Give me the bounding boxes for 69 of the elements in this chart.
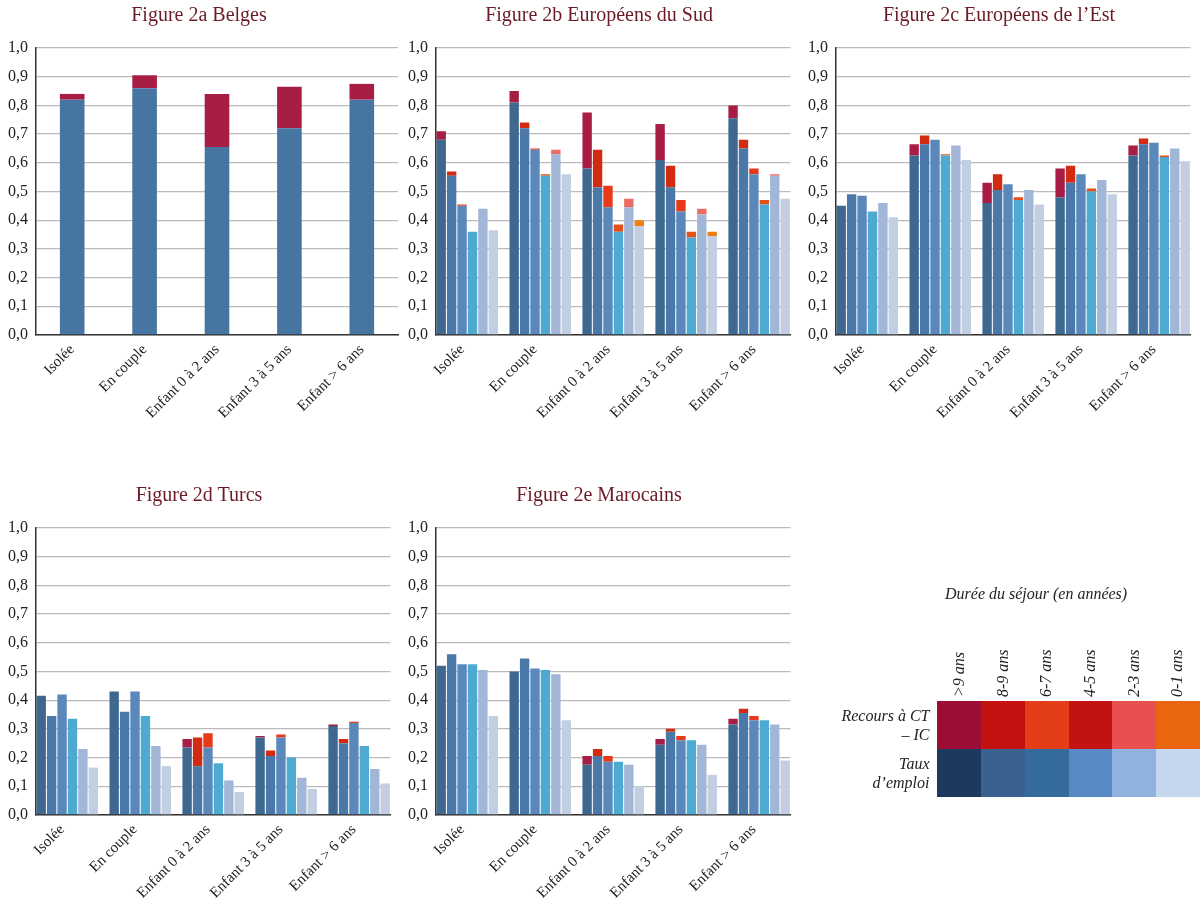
y-tick-label: 1,0 <box>8 518 28 536</box>
y-tick-label: 1,0 <box>8 38 28 56</box>
y-tick-label: 0,7 <box>8 124 28 142</box>
y-tick-label: 0,5 <box>408 181 428 199</box>
y-tick-label: 0,4 <box>8 210 28 228</box>
y-tick-label: 0,0 <box>408 325 428 343</box>
y-tick-label: 0,3 <box>808 239 828 257</box>
y-tick-label: 0,9 <box>8 66 28 84</box>
y-tick-label: 0,3 <box>8 239 28 257</box>
y-tick-label: 0,2 <box>8 267 28 285</box>
y-tick-label: 0,9 <box>408 546 428 564</box>
y-tick-label: 0,2 <box>408 267 428 285</box>
y-tick-label: 0,6 <box>408 152 428 170</box>
legend-title: Durée du séjour (en années) <box>944 585 1129 603</box>
y-tick-label: 0,5 <box>808 181 828 199</box>
y-tick-label: 0,4 <box>808 210 828 228</box>
category-label: 6-7 ans <box>1037 649 1056 697</box>
y-tick-label: 0,6 <box>408 632 428 650</box>
chart-title: Figure 2d Turcs <box>135 483 263 507</box>
y-tick-label: 0,5 <box>408 661 428 679</box>
y-tick-label: 0,0 <box>408 805 428 823</box>
y-tick-label: 0,6 <box>808 152 828 170</box>
y-tick-label: 0,5 <box>8 181 28 199</box>
y-tick-label: 0,1 <box>8 296 28 314</box>
y-tick-label: 0,7 <box>408 604 428 622</box>
chart-title: Figure 2b Européens du Sud <box>485 3 713 27</box>
chart-title: Figure 2e Marocains <box>516 483 682 507</box>
y-tick-label: 1,0 <box>408 518 428 536</box>
y-tick-label: 0,7 <box>808 124 828 142</box>
y-tick-label: 0,8 <box>408 575 428 593</box>
y-tick-label: 0,1 <box>408 776 428 794</box>
text: Recours à CT – IC <box>840 706 932 744</box>
y-tick-label: 0,8 <box>408 95 428 113</box>
category-label: 4-5 ans <box>1081 649 1099 697</box>
y-tick-label: 0,6 <box>8 152 28 170</box>
y-tick-label: 0,1 <box>408 296 428 314</box>
y-tick-label: 0,7 <box>408 124 428 142</box>
y-tick-label: 0,4 <box>8 690 28 708</box>
y-tick-label: 1,0 <box>408 38 428 56</box>
y-tick-label: 1,0 <box>808 38 828 56</box>
y-tick-label: 0,3 <box>408 719 428 737</box>
y-tick-label: 0,2 <box>8 747 28 765</box>
y-tick-label: 0,1 <box>808 296 828 314</box>
text: Taux d’emploi <box>871 754 931 792</box>
y-tick-label: 0,3 <box>408 239 428 257</box>
y-tick-label: 0,6 <box>8 632 28 650</box>
category-label: 0-1 ans <box>1168 649 1187 697</box>
y-tick-label: 0,0 <box>8 325 28 343</box>
y-tick-label: 0,8 <box>808 95 828 113</box>
y-tick-label: 0,0 <box>8 805 28 823</box>
y-tick-label: 0,2 <box>408 747 428 765</box>
y-tick-label: 0,0 <box>808 325 828 343</box>
y-tick-label: 0,8 <box>8 575 28 593</box>
y-tick-label: 0,3 <box>8 719 28 737</box>
y-tick-label: 0,9 <box>408 66 428 84</box>
y-tick-label: 0,4 <box>408 690 428 708</box>
y-tick-label: 0,4 <box>408 210 428 228</box>
y-tick-label: 0,5 <box>8 661 28 679</box>
y-tick-label: 0,7 <box>8 604 28 622</box>
chart-title: Figure 2a Belges <box>131 3 267 27</box>
category-label: >9 ans <box>950 651 968 697</box>
y-tick-label: 0,8 <box>8 95 28 113</box>
y-tick-label: 0,9 <box>8 546 28 564</box>
y-tick-label: 0,2 <box>808 267 828 285</box>
chart-title: Figure 2c Européens de l’Est <box>882 3 1116 27</box>
y-tick-label: 0,1 <box>8 776 28 794</box>
category-label: 2-3 ans <box>1124 649 1143 697</box>
y-tick-label: 0,9 <box>808 66 828 84</box>
category-label: 8-9 ans <box>993 649 1012 697</box>
